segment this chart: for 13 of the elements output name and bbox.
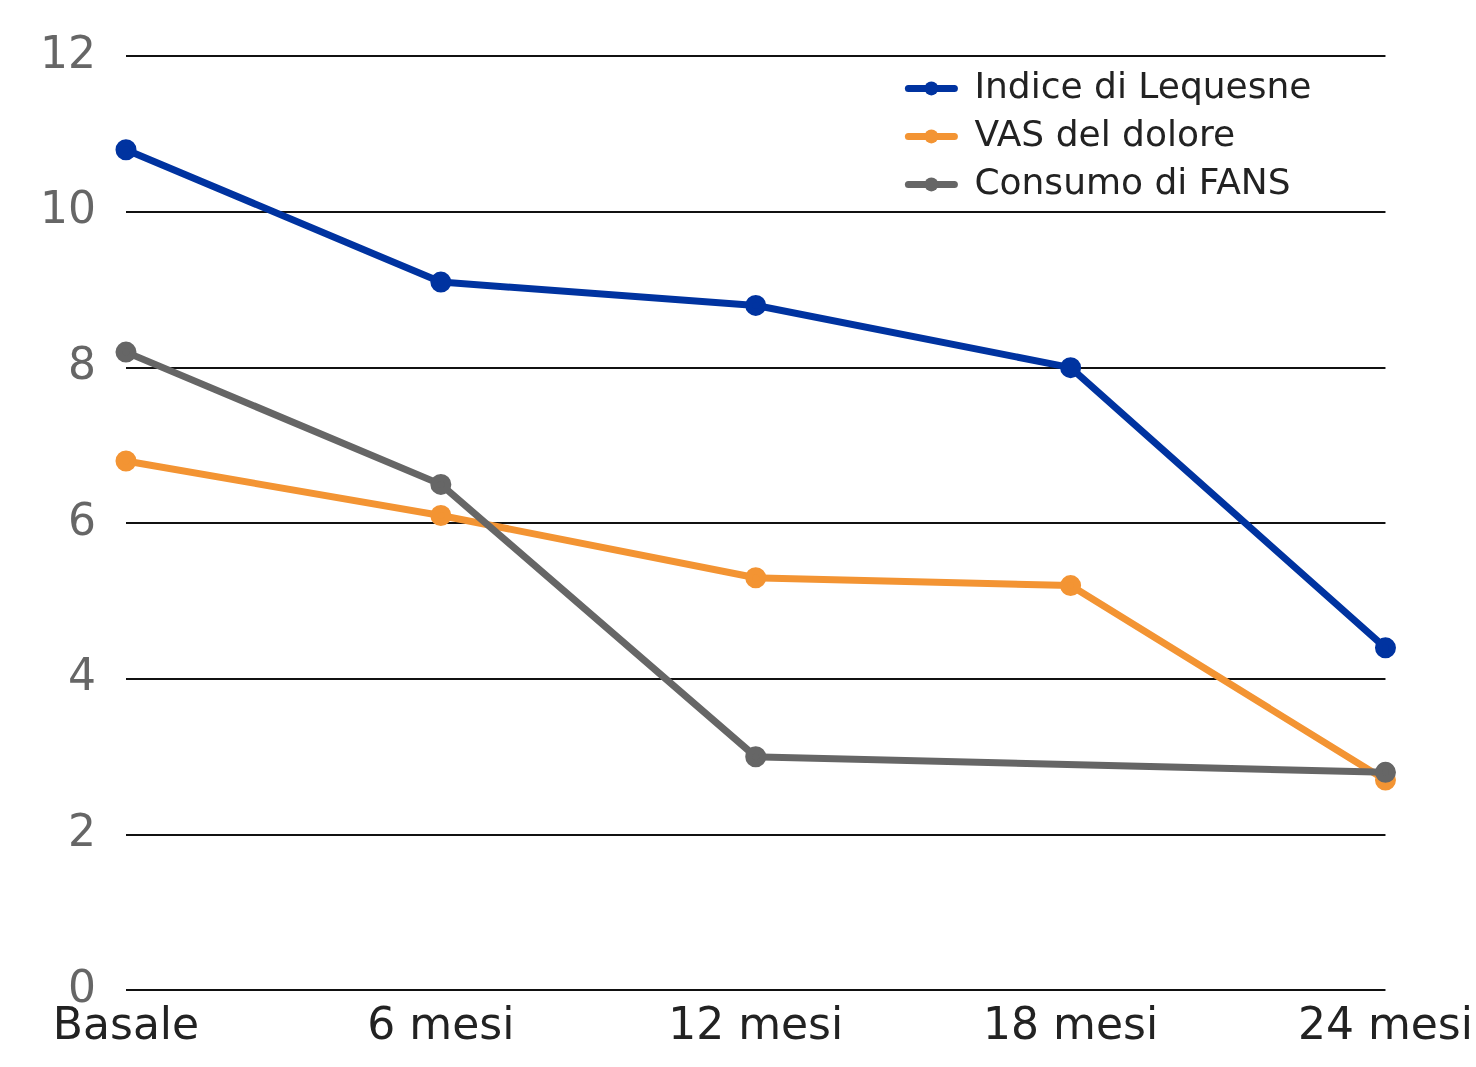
legend-label: Consumo di FANS	[974, 160, 1291, 202]
x-tick-label: 24 mesi	[1297, 998, 1473, 1050]
x-tick-label: 12 mesi	[668, 998, 844, 1050]
legend-label: Indice di Lequesne	[974, 64, 1312, 106]
y-tick-label: 10	[39, 182, 96, 234]
y-tick-label: 4	[67, 649, 96, 701]
y-tick-label: 8	[67, 338, 96, 390]
y-tick-label: 2	[67, 805, 96, 856]
y-tick-label: 12	[39, 26, 96, 78]
x-tick-label: 6 mesi	[367, 998, 515, 1050]
legend-label: VAS del dolore	[974, 112, 1236, 154]
x-tick-label: 18 mesi	[983, 998, 1159, 1050]
y-tick-label: 6	[67, 493, 96, 545]
